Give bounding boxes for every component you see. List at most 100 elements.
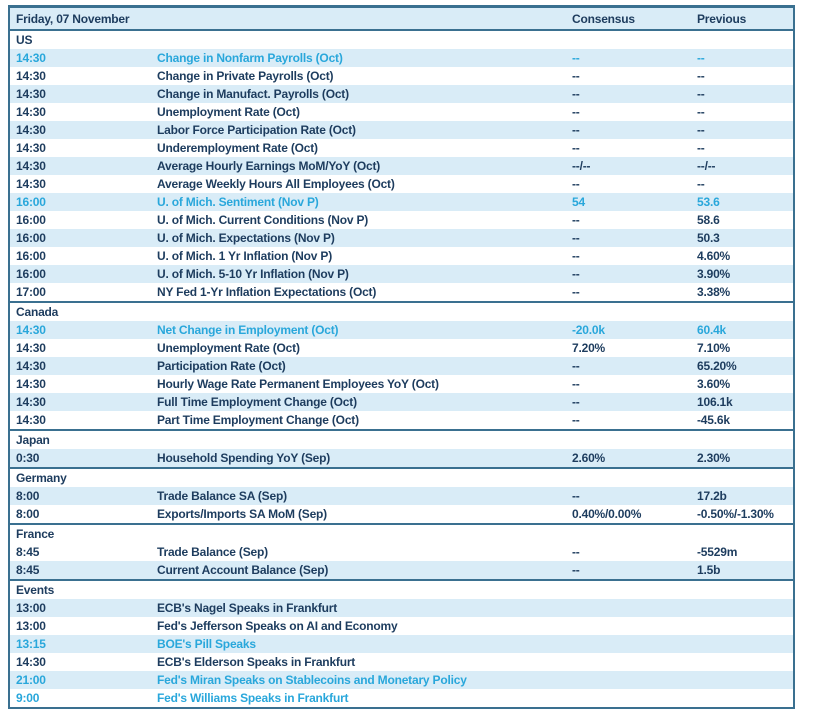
event-cell: Part Time Employment Change (Oct) (157, 413, 359, 427)
previous-cell: 58.6 (697, 213, 720, 227)
previous-cell: 53.6 (697, 195, 720, 209)
table-row: 14:30 Net Change in Employment (Oct) -20.0… (10, 321, 793, 339)
table-row: 14:30 Change in Nonfarm Payrolls (Oct) -- -… (10, 49, 793, 67)
event-cell: U. of Mich. Expectations (Nov P) (157, 231, 335, 245)
previous-cell: -- (697, 69, 705, 83)
time-cell: 8:00 (16, 507, 40, 521)
event-cell: Unemployment Rate (Oct) (157, 105, 300, 119)
economic-calendar-table: Friday, 07 November Consensus Previous U… (8, 5, 795, 709)
section-header-japan: Japan (10, 429, 793, 449)
table-row: 14:30 Unemployment Rate (Oct) -- -- (10, 103, 793, 121)
time-cell: 8:00 (16, 489, 40, 503)
table-row: 8:00 Exports/Imports SA MoM (Sep) 0.40%/0.… (10, 505, 793, 523)
consensus-cell: -- (572, 105, 580, 119)
previous-cell: -0.50%/-1.30% (697, 507, 774, 521)
section-header-france: France (10, 523, 793, 543)
consensus-cell: -20.0k (572, 323, 605, 337)
event-cell: Fed's Williams Speaks in Frankfurt (157, 691, 349, 705)
time-cell: 14:30 (16, 377, 46, 391)
consensus-cell: -- (572, 213, 580, 227)
previous-cell: -- (697, 141, 705, 155)
time-cell: 14:30 (16, 87, 46, 101)
event-cell: Average Hourly Earnings MoM/YoY (Oct) (157, 159, 381, 173)
previous-cell: 3.90% (697, 267, 731, 281)
consensus-cell: 7.20% (572, 341, 606, 355)
previous-cell: 4.60% (697, 249, 731, 263)
consensus-cell: -- (572, 377, 580, 391)
table-row: 16:00 U. of Mich. Sentiment (Nov P) 54 53.6 (10, 193, 793, 211)
consensus-cell: -- (572, 359, 580, 373)
table-row: 14:30 Average Weekly Hours All Employees … (10, 175, 793, 193)
consensus-cell: 2.60% (572, 451, 606, 465)
event-cell: Underemployment Rate (Oct) (157, 141, 318, 155)
event-cell: U. of Mich. Current Conditions (Nov P) (157, 213, 369, 227)
time-cell: 16:00 (16, 267, 46, 281)
event-cell: Current Account Balance (Sep) (157, 563, 329, 577)
calendar-rows: US 14:30 Change in Nonfarm Payrolls (Oct) -… (10, 29, 793, 707)
event-cell: Household Spending YoY (Sep) (157, 451, 331, 465)
time-cell: 21:00 (16, 673, 46, 687)
time-cell: 14:30 (16, 341, 46, 355)
table-row: 16:00 U. of Mich. Expectations (Nov P) -- 5… (10, 229, 793, 247)
time-cell: 14:30 (16, 413, 46, 427)
previous-cell: -- (697, 87, 705, 101)
time-cell: 14:30 (16, 359, 46, 373)
table-row: 14:30 Hourly Wage Rate Permanent Employee… (10, 375, 793, 393)
consensus-cell: -- (572, 51, 580, 65)
consensus-cell: -- (572, 231, 580, 245)
table-row: 14:30 Underemployment Rate (Oct) -- -- (10, 139, 793, 157)
table-row: 14:30 Full Time Employment Change (Oct) --… (10, 393, 793, 411)
consensus-cell: 0.40%/0.00% (572, 507, 642, 521)
table-row: 8:00 Trade Balance SA (Sep) -- 17.2b (10, 487, 793, 505)
event-cell: Participation Rate (Oct) (157, 359, 286, 373)
table-row: 13:15 BOE's Pill Speaks (10, 635, 793, 653)
time-cell: 8:45 (16, 563, 40, 577)
time-cell: 16:00 (16, 231, 46, 245)
consensus-cell: -- (572, 395, 580, 409)
table-row: 9:00 Fed's Williams Speaks in Frankfurt (10, 689, 793, 707)
time-cell: 13:00 (16, 601, 46, 615)
time-cell: 14:30 (16, 323, 46, 337)
previous-cell: 3.38% (697, 285, 731, 299)
event-cell: BOE's Pill Speaks (157, 637, 256, 651)
time-cell: 17:00 (16, 285, 46, 299)
consensus-cell: -- (572, 69, 580, 83)
time-cell: 14:30 (16, 123, 46, 137)
event-cell: Change in Private Payrolls (Oct) (157, 69, 334, 83)
time-cell: 0:30 (16, 451, 40, 465)
previous-cell: -- (697, 123, 705, 137)
event-cell: Average Weekly Hours All Employees (Oct) (157, 177, 395, 191)
table-row: 16:00 U. of Mich. 5-10 Yr Inflation (Nov … (10, 265, 793, 283)
event-cell: Unemployment Rate (Oct) (157, 341, 300, 355)
time-cell: 16:00 (16, 213, 46, 227)
consensus-cell: -- (572, 141, 580, 155)
time-cell: 13:00 (16, 619, 46, 633)
consensus-cell: -- (572, 267, 580, 281)
time-cell: 14:30 (16, 141, 46, 155)
previous-cell: 65.20% (697, 359, 737, 373)
section-header-us: US (10, 29, 793, 49)
consensus-cell: -- (572, 413, 580, 427)
event-cell: ECB's Elderson Speaks in Frankfurt (157, 655, 356, 669)
previous-cell: 7.10% (697, 341, 731, 355)
time-cell: 14:30 (16, 51, 46, 65)
consensus-cell: -- (572, 545, 580, 559)
time-cell: 8:45 (16, 545, 40, 559)
consensus-cell: -- (572, 563, 580, 577)
time-cell: 13:15 (16, 637, 46, 651)
previous-cell: 3.60% (697, 377, 731, 391)
event-cell: Full Time Employment Change (Oct) (157, 395, 357, 409)
previous-cell: -5529m (697, 545, 738, 559)
table-header-row: Friday, 07 November Consensus Previous (10, 8, 793, 29)
previous-cell: -45.6k (697, 413, 730, 427)
event-cell: Fed's Miran Speaks on Stablecoins and Mo… (157, 673, 467, 687)
previous-cell: 1.5b (697, 563, 721, 577)
event-cell: Hourly Wage Rate Permanent Employees YoY… (157, 377, 439, 391)
table-row: 17:00 NY Fed 1-Yr Inflation Expectations … (10, 283, 793, 301)
event-cell: Trade Balance (Sep) (157, 545, 268, 559)
table-row: 13:00 Fed's Jefferson Speaks on AI and Ec… (10, 617, 793, 635)
table-row: 8:45 Trade Balance (Sep) -- -5529m (10, 543, 793, 561)
consensus-cell: -- (572, 285, 580, 299)
time-cell: 14:30 (16, 105, 46, 119)
event-cell: Fed's Jefferson Speaks on AI and Economy (157, 619, 398, 633)
